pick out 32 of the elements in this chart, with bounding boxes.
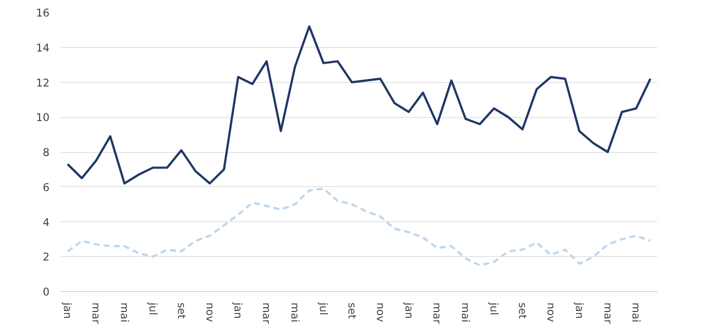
y-tick-label: 0: [42, 286, 50, 298]
x-tick-label: jan: [232, 302, 245, 319]
x-tick-label: mai: [459, 302, 472, 322]
x-tick-label: nov: [544, 302, 558, 322]
x-tick-label: mar: [260, 302, 274, 324]
x-tick-label: mai: [288, 302, 302, 322]
x-tick-label: jul: [146, 302, 160, 316]
x-tick-label: nov: [203, 302, 216, 322]
x-tick-label: set: [174, 302, 188, 319]
x-tick-label: jul: [316, 302, 330, 316]
x-tick-label: jan: [402, 302, 416, 319]
x-tick-label: mai: [118, 302, 131, 322]
y-tick-label: 6: [42, 180, 50, 194]
y-tick-label: 2: [42, 250, 50, 264]
line-series: [66, 25, 652, 184]
x-tick-label: mai: [630, 302, 643, 322]
x-tick-label: jan: [61, 302, 74, 319]
x-tick-label: mar: [601, 302, 614, 324]
x-tick-label: set: [516, 302, 529, 319]
y-tick-label: 8: [42, 146, 50, 159]
y-tick-label: 14: [36, 41, 50, 54]
x-tick-label: set: [345, 302, 358, 319]
y-tick-label: 10: [36, 111, 50, 124]
x-tick-label: mar: [90, 302, 103, 324]
x-tick-label: jul: [488, 302, 501, 316]
line-series: [66, 188, 652, 266]
y-tick-label: 4: [42, 216, 50, 229]
x-tick-label: nov: [374, 302, 387, 322]
x-tick-label: jan: [572, 302, 586, 319]
x-tick-label: mar: [430, 302, 444, 324]
y-tick-label: 12: [36, 76, 50, 90]
y-tick-label: 16: [36, 6, 50, 20]
